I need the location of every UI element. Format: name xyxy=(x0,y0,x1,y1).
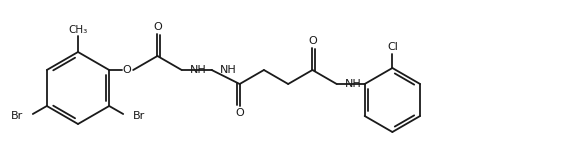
Text: NH: NH xyxy=(219,65,237,75)
Text: O: O xyxy=(308,36,317,46)
Text: Cl: Cl xyxy=(387,42,398,52)
Text: NH: NH xyxy=(190,65,206,75)
Text: Br: Br xyxy=(10,111,23,121)
Text: Br: Br xyxy=(133,111,146,121)
Text: NH: NH xyxy=(345,79,362,89)
Text: CH₃: CH₃ xyxy=(68,25,88,35)
Text: O: O xyxy=(236,108,244,118)
Text: O: O xyxy=(153,22,162,32)
Text: O: O xyxy=(123,65,132,75)
